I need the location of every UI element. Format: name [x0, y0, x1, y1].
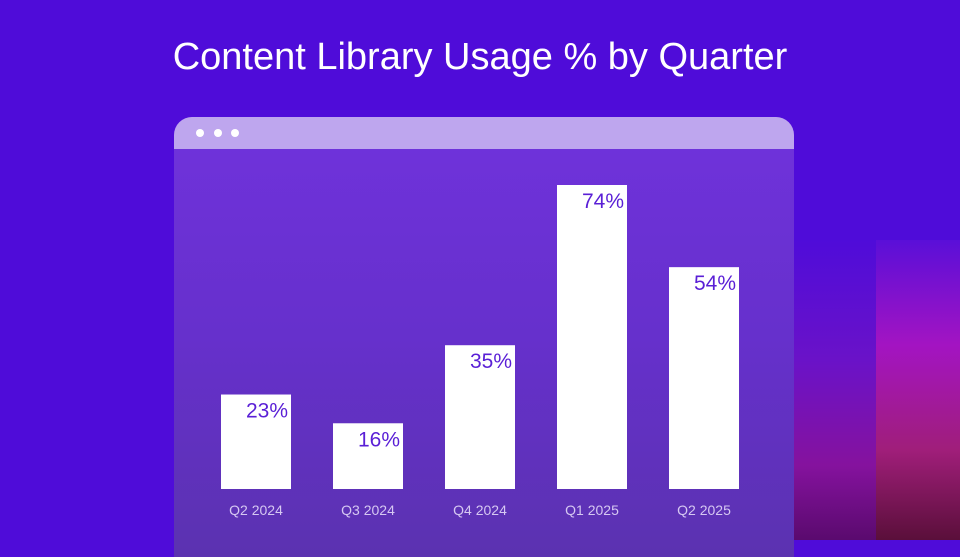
bar-q1-2025 [557, 185, 627, 489]
window-dot-icon [231, 129, 239, 137]
background-glow [876, 240, 960, 540]
bar-q3-2024 [333, 423, 403, 489]
data-label: 23% [246, 400, 288, 423]
background-glow [794, 240, 876, 540]
chart-title: Content Library Usage % by Quarter [172, 36, 788, 78]
x-tick-label: Q4 2024 [453, 502, 507, 518]
bar-q4-2024 [445, 345, 515, 489]
x-tick-label: Q1 2025 [565, 502, 619, 518]
window-dot-icon [214, 129, 222, 137]
data-label: 35% [470, 350, 512, 373]
bar-chart: 23% Q2 2024 16% Q3 2024 35% Q4 2024 74% Q1 2025… [221, 185, 739, 518]
bar-q2-2025 [669, 267, 739, 489]
data-label: 74% [582, 190, 624, 213]
window-dot-icon [196, 129, 204, 137]
bar-q2-2024 [221, 394, 291, 489]
x-tick-label: Q2 2024 [229, 502, 283, 518]
window-titlebar [174, 117, 794, 149]
x-tick-label: Q3 2024 [341, 502, 395, 518]
data-label: 54% [694, 272, 736, 295]
data-label: 16% [358, 428, 400, 451]
x-tick-label: Q2 2025 [677, 502, 731, 518]
